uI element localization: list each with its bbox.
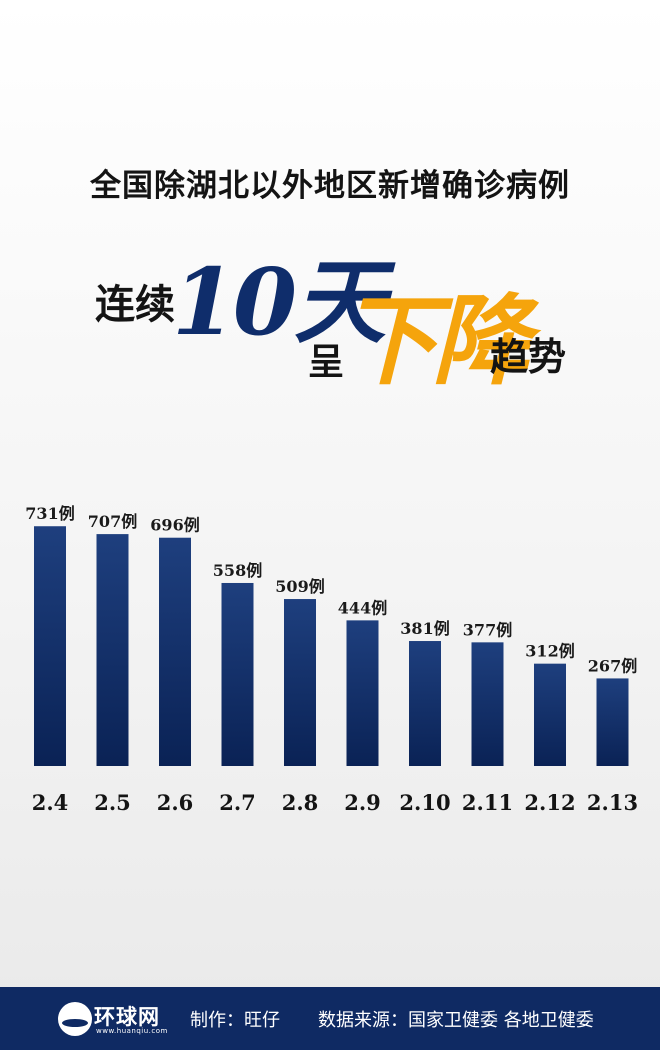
bar-value-label: 696例 — [150, 516, 199, 535]
bar-value-label: 444例 — [338, 598, 387, 617]
subhead-cheng: 呈 — [308, 342, 345, 383]
headline: 全国除湖北以外地区新增确诊病例 — [90, 168, 570, 204]
logo-text: 环球网 — [94, 1005, 160, 1029]
bar-value-label: 381例 — [400, 619, 449, 638]
category-label: 2.10 — [399, 790, 450, 815]
bar-value-label: 312例 — [525, 642, 574, 661]
bar-2.9 — [346, 620, 379, 766]
subhead-trend: 趋势 — [490, 335, 567, 379]
huanqiu-logo-icon — [58, 1002, 92, 1036]
subhead-days: 10天 — [172, 248, 386, 356]
logo-url: www.huanqiu.com — [96, 1027, 168, 1035]
bar-2.11 — [471, 642, 504, 766]
bar-value-label: 558例 — [213, 561, 262, 580]
category-label: 2.11 — [462, 790, 513, 815]
bar-2.10 — [409, 641, 441, 766]
category-label: 2.8 — [282, 790, 319, 815]
category-label: 2.12 — [524, 790, 575, 815]
bar-2.13 — [596, 678, 629, 766]
bar-2.8 — [284, 599, 316, 766]
subhead-down: 下降 — [340, 285, 530, 399]
category-label: 2.4 — [32, 790, 69, 815]
category-label: 2.6 — [157, 790, 194, 815]
bar-2.5 — [96, 534, 129, 766]
footer: 环球网 www.huanqiu.com 制作：旺仔 数据来源：国家卫健委 各地卫… — [0, 987, 660, 1050]
bar-value-label: 267例 — [588, 656, 637, 675]
data-source: 数据来源：国家卫健委 各地卫健委 — [318, 1010, 594, 1031]
bar-value-label: 707例 — [88, 512, 137, 531]
bar-2.7 — [221, 582, 254, 766]
bar-value-label: 377例 — [463, 620, 512, 639]
category-label: 2.13 — [587, 790, 638, 815]
maker-credit: 制作：旺仔 — [190, 1010, 280, 1031]
bar-2.6 — [159, 537, 191, 766]
bar-2.12 — [534, 663, 566, 766]
bar-chart: 731例 2.4 707例 2.5 696例 2.6 558例 2.7 509例 2.8 444例 2… — [25, 504, 638, 815]
category-label: 2.9 — [344, 790, 381, 815]
bar-2.4 — [34, 526, 66, 766]
subhead-lianxu: 连续 — [95, 282, 175, 328]
category-label: 2.5 — [94, 790, 131, 815]
bar-value-label: 731例 — [25, 504, 74, 523]
bar-value-label: 509例 — [275, 577, 324, 596]
category-label: 2.7 — [219, 790, 256, 815]
